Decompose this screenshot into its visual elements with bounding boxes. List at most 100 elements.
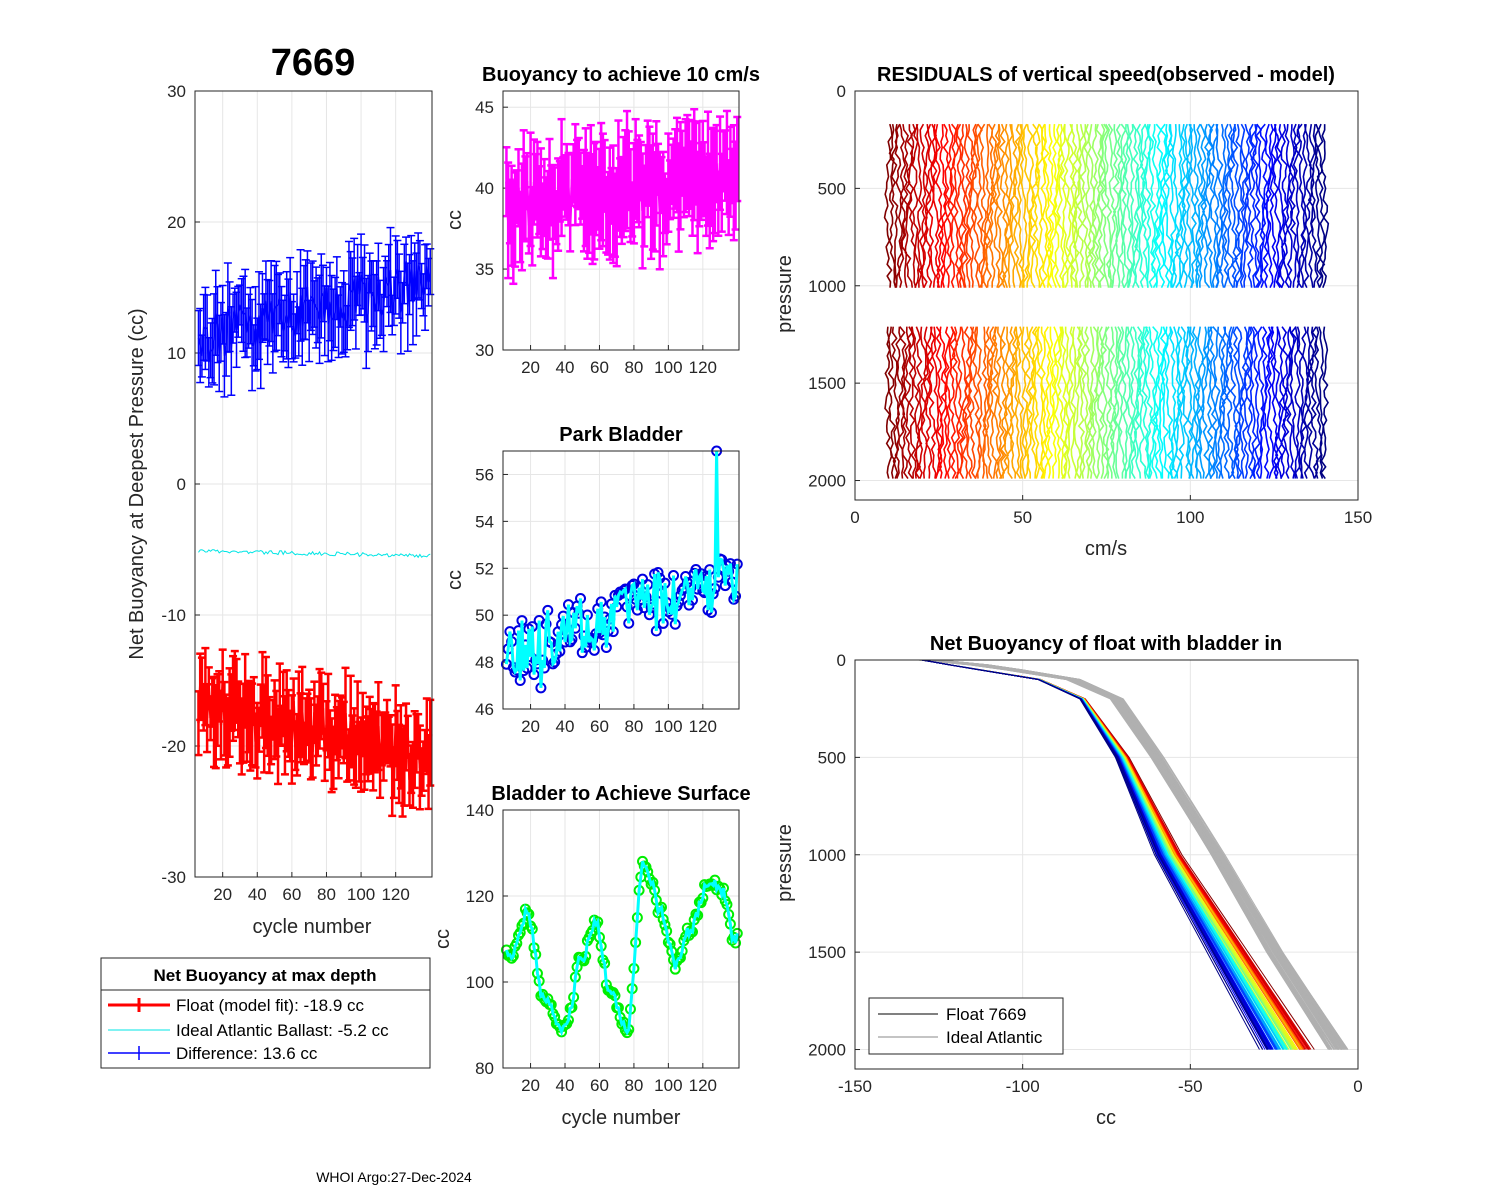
residual-profile [914,326,924,479]
residual-profile [1169,326,1177,479]
panel-title: Bladder to Achieve Surface [491,783,750,805]
residual-profile [941,123,950,288]
residual-profile [1008,124,1019,288]
series-line [505,860,739,1037]
residual-profile [1049,124,1058,288]
residual-profile [1040,123,1049,288]
residual-profile [901,326,911,480]
panel-net-buoyancy-bladder: Net Buoyancy of float with bladder in 0 5… [774,633,1363,1129]
y-tick-label: 1000 [808,846,846,865]
residual-profile [1066,123,1076,288]
residual-profile [1178,123,1187,288]
x-tick-label: 40 [556,1076,575,1095]
residual-profile [951,123,961,288]
x-tick-labels: 20 40 60 80 100 120 [521,1076,717,1095]
float-profile [921,659,1268,1050]
x-tick-label: 40 [248,885,267,904]
x-tick-label: 20 [521,1076,540,1095]
residual-profile [1100,123,1110,288]
residual-profile [965,326,975,479]
residual-profile [1002,326,1011,479]
y-axis-label: cc [432,929,454,949]
residual-profile [1292,123,1301,288]
residual-profile [1080,326,1089,479]
legend-entry-ideal: Ideal Atlantic Ballast: -5.2 cc [108,1021,389,1040]
residual-profile [1184,326,1194,479]
y-tick-label: -10 [161,606,186,625]
residual-profile [1016,123,1025,288]
panel-residuals: RESIDUALS of vertical speed(observed - m… [774,64,1372,560]
series-layer [883,123,1330,480]
residual-profile [1174,326,1183,479]
data-point [618,584,630,596]
residual-profile [1151,326,1160,479]
series-difference [194,226,435,398]
y-tick-labels: 30 35 40 45 [475,98,494,360]
float-profile [921,659,1303,1050]
residual-profile [1104,123,1113,288]
residual-profile [1181,123,1190,288]
residual-profile [920,326,931,479]
x-tick-label: 120 [689,358,717,377]
residual-profile [1133,326,1144,479]
residual-profile [1021,326,1029,479]
panel-title: Net Buoyancy of float with bladder in [930,633,1282,655]
x-tick-label: 120 [381,885,409,904]
legend-label: Difference: 13.6 cc [176,1044,318,1063]
x-tick-label: 80 [317,885,336,904]
residual-profile [1128,326,1137,479]
residual-profile [1070,326,1078,479]
residual-profile [1320,326,1329,480]
residual-profile [1215,123,1225,289]
residual-profile [1272,123,1282,289]
x-tick-label: 100 [654,358,682,377]
series-layer [194,226,435,818]
residual-profile [888,123,897,288]
residual-profile [959,124,968,288]
residual-profile [915,123,924,288]
residual-profile [978,123,988,289]
residual-profile [1296,123,1306,289]
residual-profile [1252,326,1261,479]
residual-profile [1282,124,1292,289]
residual-profile [1273,326,1282,479]
panel-title: Buoyancy to achieve 10 cm/s [482,64,760,86]
residual-profile [998,326,1008,480]
y-tick-label: 35 [475,260,494,279]
residual-profile [971,326,981,479]
residual-profile [1110,326,1119,479]
residual-profile [924,326,933,479]
residual-profile [1206,326,1215,479]
series-layer [500,445,743,694]
y-tick-label: 54 [475,512,494,531]
residual-profile [1030,326,1039,479]
y-tick-label: 52 [475,559,494,578]
residual-profile [1225,326,1235,480]
y-axis-label: cc [444,570,466,590]
residual-profile [1161,124,1171,288]
residual-profile [1198,123,1207,288]
residual-profile [1228,326,1238,479]
y-tick-label: 46 [475,700,494,719]
residual-profile [1040,326,1048,479]
x-tick-label: 60 [282,885,301,904]
residual-profile [1032,123,1041,288]
data-point [654,903,666,915]
series-layer [918,659,1349,1050]
y-tick-label: 10 [167,344,186,363]
residual-profile [1171,124,1180,289]
residual-profile [972,123,981,288]
series-layer [502,108,742,286]
residual-profile [1225,123,1234,289]
residual-profile [1194,326,1204,479]
x-tick-labels: 20 40 60 80 100 120 [521,717,717,736]
float-id-title: 7669 [271,42,356,84]
float-profile [921,659,1264,1050]
y-axis-label: cc [444,210,466,230]
residual-profile [1043,326,1051,479]
residual-profile [911,326,921,479]
residual-profile [1221,326,1230,479]
residual-profile [1232,123,1242,288]
float-profile [921,659,1278,1050]
ideal-profile [926,659,1346,1050]
